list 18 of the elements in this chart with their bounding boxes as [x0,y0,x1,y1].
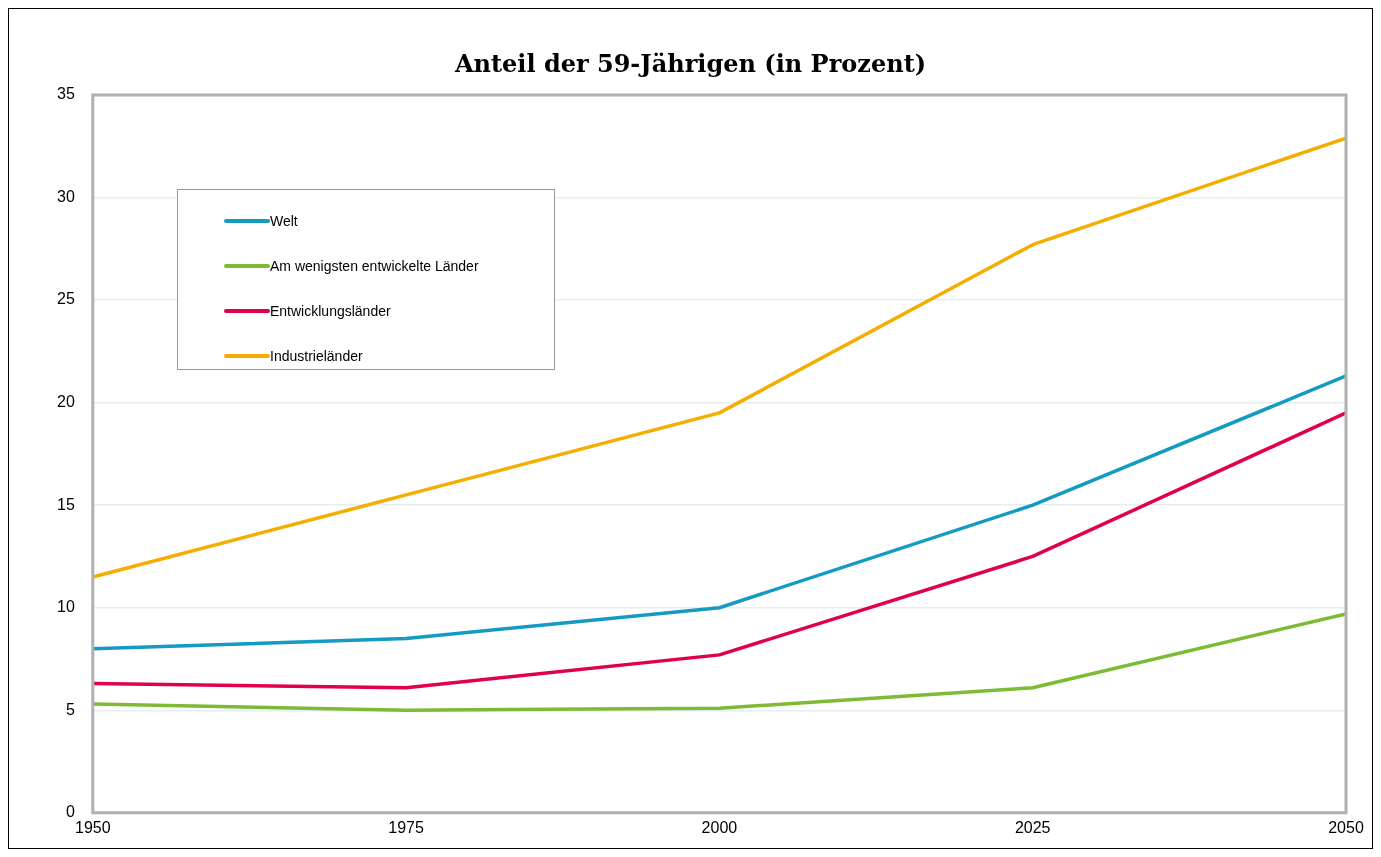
y-tick-label: 15 [57,495,75,513]
y-tick-label: 10 [57,598,75,616]
y-tick-label: 35 [57,85,75,103]
y-tick-label: 0 [65,803,75,821]
x-tick-label: 2050 [1328,818,1364,836]
y-tick-label: 5 [65,700,75,718]
legend-label: Entwicklungsländer [270,302,391,319]
x-tick-label: 1975 [388,818,424,836]
x-tick-label: 1950 [75,818,111,836]
x-tick-label: 2000 [701,818,738,836]
legend-label: Industrieländer [270,347,363,364]
y-tick-label: 30 [57,187,75,205]
legend-label: Welt [270,212,298,229]
legend-label: Am wenigsten entwickelte Länder [270,257,479,274]
chart-title: Anteil der 59-Jährigen (in Prozent) [453,49,928,78]
y-tick-label: 20 [57,393,75,411]
y-tick-label: 25 [57,290,75,308]
x-tick-label: 2025 [1014,818,1051,836]
